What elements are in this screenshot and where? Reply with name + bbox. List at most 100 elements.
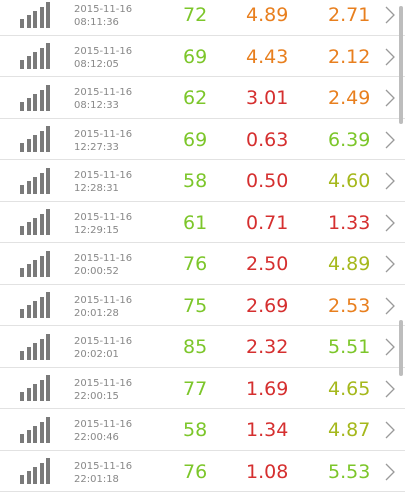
chevron-right-icon[interactable] [385,463,395,481]
signal-strength-icon [20,43,52,69]
timestamp-date: 2015-11-16 [74,128,133,140]
chevron-right-icon[interactable] [385,6,395,24]
list-item[interactable]: 2015-11-16 22:00:46 58 1.34 4.87 [0,409,405,451]
list-item[interactable]: 2015-11-16 08:12:05 69 4.43 2.12 [0,35,405,77]
value-tertiary: 4.87 [328,419,371,441]
value-secondary: 1.34 [246,419,289,441]
timestamp: 2015-11-16 08:12:33 [74,86,132,112]
list-item[interactable]: 2015-11-16 20:01:28 75 2.69 2.53 [0,284,405,326]
signal-strength-icon [20,1,52,28]
timestamp: 2015-11-16 08:11:36 [74,3,132,29]
value-tertiary: 5.53 [328,460,371,483]
value-primary: 85 [183,336,208,358]
value-tertiary: 2.49 [328,87,371,109]
timestamp: 2015-11-16 12:29:15 [74,211,132,237]
list-item[interactable]: 2015-11-16 12:28:31 58 0.50 4.60 [0,160,405,202]
signal-strength-icon [20,84,52,111]
chevron-right-icon[interactable] [385,131,395,149]
chevron-right-icon[interactable] [385,338,395,356]
list-item[interactable]: 2015-11-16 12:29:15 61 0.71 1.33 [0,201,405,243]
value-primary: 76 [183,253,208,275]
list-item[interactable]: 2015-11-16 20:02:01 85 2.32 5.51 [0,326,405,368]
timestamp-time: 08:11:36 [74,17,119,28]
chevron-right-icon[interactable] [385,255,395,273]
timestamp-date: 2015-11-16 [74,45,133,57]
value-tertiary: 1.33 [328,211,371,234]
signal-strength-icon [20,416,52,443]
value-secondary: 2.69 [246,294,289,317]
signal-strength-icon [20,458,52,484]
signal-strength-icon [20,333,52,360]
value-secondary: 0.71 [246,211,289,234]
timestamp: 2015-11-16 12:28:31 [74,169,132,195]
value-tertiary: 6.39 [328,128,371,151]
signal-strength-icon [20,375,52,401]
list-item[interactable]: 2015-11-16 08:11:36 72 4.89 2.71 [0,0,405,36]
timestamp-time: 12:28:31 [74,183,119,194]
timestamp-time: 22:01:18 [74,473,119,485]
chevron-right-icon[interactable] [385,48,395,66]
value-secondary: 1.08 [246,460,289,483]
timestamp: 2015-11-16 22:00:15 [74,377,132,403]
timestamp: 2015-11-16 08:12:05 [74,45,132,71]
timestamp: 2015-11-16 22:00:46 [74,418,132,444]
timestamp-date: 2015-11-16 [74,460,133,472]
value-secondary: 2.32 [246,336,289,358]
value-secondary: 1.69 [246,377,289,400]
timestamp-date: 2015-11-16 [74,4,133,15]
value-primary: 77 [183,377,208,400]
chevron-right-icon[interactable] [385,89,395,107]
timestamp: 2015-11-16 20:01:28 [74,294,132,320]
value-secondary: 4.43 [246,45,289,68]
value-tertiary: 4.89 [328,253,371,275]
timestamp-date: 2015-11-16 [74,419,133,430]
timestamp-time: 20:01:28 [74,307,119,319]
signal-strength-icon [20,167,52,194]
timestamp-date: 2015-11-16 [74,87,133,98]
value-primary: 69 [183,45,208,68]
timestamp-date: 2015-11-16 [74,336,133,347]
value-secondary: 0.63 [246,128,289,151]
signal-strength-icon [20,126,52,152]
value-secondary: 2.50 [246,253,289,275]
timestamp-time: 12:29:15 [74,224,119,236]
value-primary: 69 [183,128,208,151]
timestamp: 2015-11-16 20:02:01 [74,335,132,361]
value-secondary: 0.50 [246,170,289,192]
scrollbar-thumb[interactable] [399,6,403,124]
chevron-right-icon[interactable] [385,421,395,439]
scrollbar-thumb[interactable] [399,320,403,376]
value-tertiary: 5.51 [328,336,371,358]
value-primary: 75 [183,294,208,317]
chevron-right-icon[interactable] [385,380,395,398]
timestamp-time: 20:00:52 [74,266,119,277]
value-tertiary: 4.60 [328,170,371,192]
timestamp: 2015-11-16 12:27:33 [74,128,132,154]
value-secondary: 3.01 [246,87,289,109]
timestamp: 2015-11-16 22:01:18 [74,460,132,486]
value-secondary: 4.89 [246,4,289,26]
timestamp-date: 2015-11-16 [74,253,133,264]
value-tertiary: 2.12 [328,45,371,68]
list-item[interactable]: 2015-11-16 22:01:18 76 1.08 5.53 [0,450,405,492]
list-item[interactable]: 2015-11-16 22:00:15 77 1.69 4.65 [0,367,405,409]
signal-strength-icon [20,209,52,235]
list-item[interactable]: 2015-11-16 12:27:33 69 0.63 6.39 [0,118,405,160]
timestamp-date: 2015-11-16 [74,211,133,223]
list-item[interactable]: 2015-11-16 20:00:52 76 2.50 4.89 [0,243,405,285]
timestamp-time: 20:02:01 [74,349,119,360]
chevron-right-icon[interactable] [385,297,395,315]
list-item[interactable]: 2015-11-16 08:12:33 62 3.01 2.49 [0,77,405,119]
timestamp-time: 12:27:33 [74,141,119,153]
timestamp-time: 22:00:46 [74,432,119,443]
value-primary: 58 [183,170,208,192]
chevron-right-icon[interactable] [385,172,395,190]
chevron-right-icon[interactable] [385,214,395,232]
timestamp-time: 08:12:33 [74,100,119,111]
value-primary: 62 [183,87,208,109]
timestamp-time: 22:00:15 [74,390,119,402]
timestamp: 2015-11-16 20:00:52 [74,252,132,278]
timestamp-date: 2015-11-16 [74,377,133,389]
value-primary: 76 [183,460,208,483]
